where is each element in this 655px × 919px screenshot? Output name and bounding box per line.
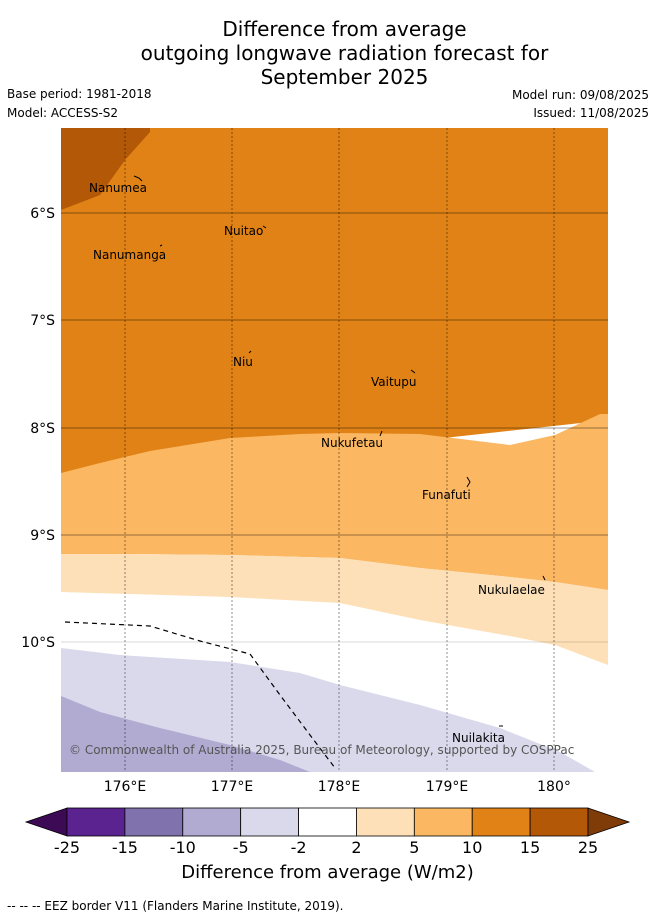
label-nuitao: Nuitao xyxy=(224,224,263,238)
island-nanumea xyxy=(133,175,143,182)
tick-lat-8: 8°S xyxy=(30,421,55,437)
base-period: Base period: 1981-2018 xyxy=(7,87,152,101)
model-name: Model: ACCESS-S2 xyxy=(7,106,119,120)
label-vaitupu: Vaitupu xyxy=(371,375,417,389)
issued-date: Issued: 11/08/2025 xyxy=(533,106,649,120)
colorbar-segment xyxy=(240,807,299,837)
band-lightorange-10 xyxy=(61,414,608,590)
colorbar-segment xyxy=(356,807,415,837)
lon-tick-labels: 176°E 177°E 178°E 179°E 180° xyxy=(104,779,571,795)
chart-title: Difference from average outgoing longwav… xyxy=(0,17,655,89)
copyright-credit: © Commonwealth of Australia 2025, Bureau… xyxy=(69,743,574,757)
label-nukufetau: Nukufetau xyxy=(321,436,383,450)
colorbar-segment xyxy=(529,807,589,837)
islands xyxy=(133,175,546,727)
colorbar-tick-label: 15 xyxy=(520,838,540,857)
label-niu: Niu xyxy=(233,355,253,369)
colorbar-tick-label: -15 xyxy=(112,838,138,857)
colorbar-extend-low xyxy=(24,807,68,837)
colorbar-tick-label: -25 xyxy=(54,838,80,857)
colorbar-tick-label: -5 xyxy=(233,838,249,857)
tick-lon-178: 178°E xyxy=(318,779,361,795)
island-nukufetau xyxy=(379,430,383,437)
band-lavender-minus5 xyxy=(61,696,310,772)
tick-lon-179: 179°E xyxy=(426,779,469,795)
tick-lon-177: 177°E xyxy=(211,779,254,795)
label-nuilakita: Nuilakita xyxy=(452,731,505,745)
colorbar-tick-label: 10 xyxy=(462,838,482,857)
tick-lat-7: 7°S xyxy=(30,313,55,329)
band-darkorange-25 xyxy=(61,128,150,210)
colorbar-segment xyxy=(66,807,126,837)
label-nanumea: Nanumea xyxy=(89,181,147,195)
colorbar-segment xyxy=(298,807,357,837)
colorbar-segment xyxy=(182,807,242,837)
colorbar-segment xyxy=(471,807,531,837)
colorbar-tick-labels: -25 -15 -10 -5 -2 2 5 10 15 25 xyxy=(54,838,598,857)
eez-border xyxy=(64,621,336,769)
colorbar-extend-high xyxy=(587,807,631,837)
tick-lon-176: 176°E xyxy=(104,779,147,795)
title-line-1: Difference from average xyxy=(222,17,467,41)
island-nukulaelae xyxy=(542,575,546,581)
label-funafuti: Funafuti xyxy=(422,488,471,502)
island-nanumanga xyxy=(159,244,163,247)
eez-legend: -- -- -- EEZ border V11 (Flanders Marine… xyxy=(7,899,344,913)
island-funafuti xyxy=(466,476,471,488)
island-niu xyxy=(248,350,252,354)
lat-tick-labels: 6°S 7°S 8°S 9°S 10°S xyxy=(21,206,55,651)
model-run: Model run: 09/08/2025 xyxy=(511,88,649,102)
band-orange-15 xyxy=(61,128,608,480)
colorbar-tick-label: 2 xyxy=(351,838,361,857)
colorbar-segment xyxy=(124,807,184,837)
colorbar-tick-label: 5 xyxy=(409,838,419,857)
band-cream-5 xyxy=(61,554,608,665)
map-area: Nanumea Nuitao Nanumanga Niu Vaitupu Nuk… xyxy=(61,128,608,772)
tick-lon-180: 180° xyxy=(537,779,571,795)
colorbar xyxy=(24,807,631,837)
colorbar-tick-label: -10 xyxy=(170,838,196,857)
colorbar-label: Difference from average (W/m2) xyxy=(181,862,474,883)
island-nuitao xyxy=(262,225,267,229)
island-vaitupu xyxy=(410,369,416,374)
gridlines xyxy=(61,128,608,772)
colorbar-tick-label: 25 xyxy=(578,838,598,857)
label-nanumanga: Nanumanga xyxy=(93,248,166,262)
title-line-3: September 2025 xyxy=(260,65,429,89)
place-labels: Nanumea Nuitao Nanumanga Niu Vaitupu Nuk… xyxy=(89,181,545,745)
colorbar-tick-label: -2 xyxy=(291,838,307,857)
title-line-2: outgoing longwave radiation forecast for xyxy=(140,41,549,65)
label-nukulaelae: Nukulaelae xyxy=(478,583,545,597)
tick-lat-6: 6°S xyxy=(30,206,55,222)
tick-lat-10: 10°S xyxy=(21,635,55,651)
colorbar-segment xyxy=(413,807,473,837)
tick-lat-9: 9°S xyxy=(30,528,55,544)
